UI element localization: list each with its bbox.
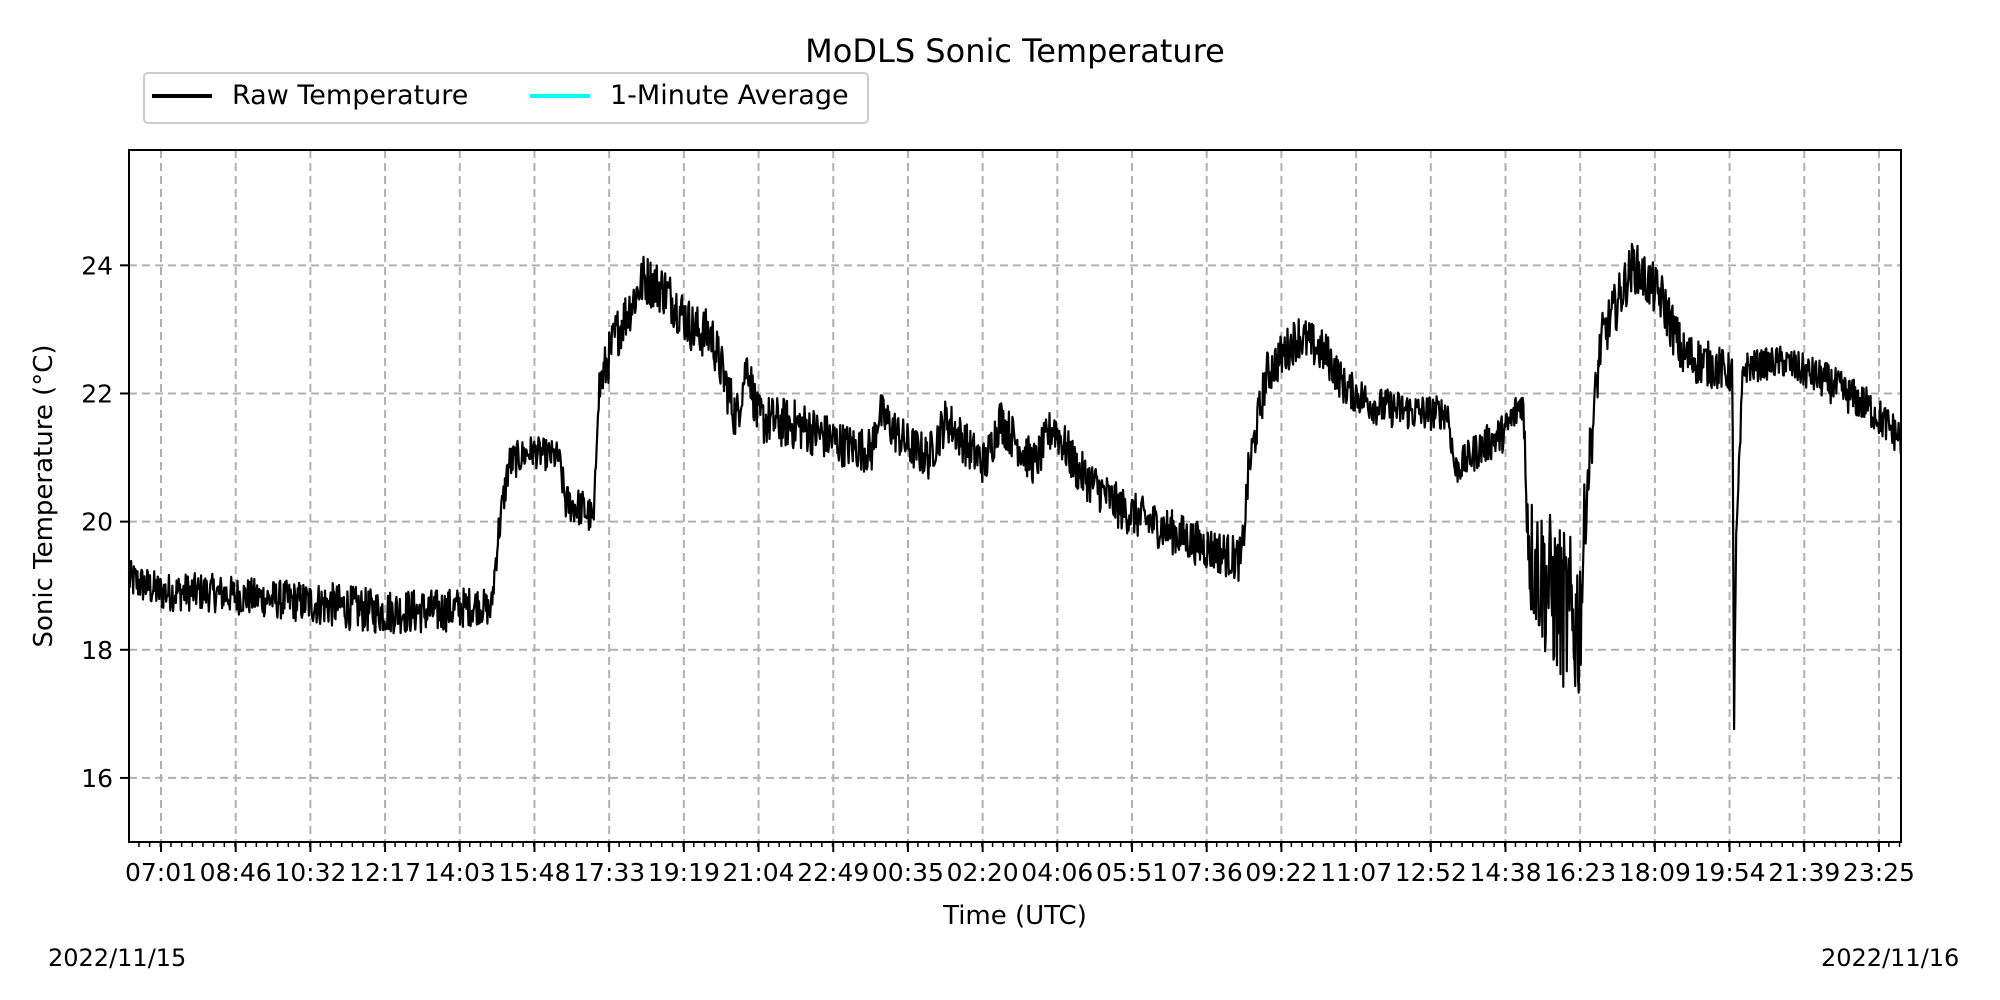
x-tick-label: 14:03 <box>424 858 496 887</box>
y-axis-label: Sonic Temperature (°C) <box>29 344 59 647</box>
y-tick-label: 24 <box>81 251 113 280</box>
x-tick-label: 00:35 <box>872 858 944 887</box>
x-tick-label: 04:06 <box>1021 858 1093 887</box>
x-tick-label: 14:38 <box>1469 858 1541 887</box>
x-tick-label: 11:07 <box>1320 858 1392 887</box>
y-tick-label: 16 <box>81 764 113 793</box>
x-tick-label: 05:51 <box>1096 858 1168 887</box>
legend-raw-label: Raw Temperature <box>232 80 468 111</box>
x-tick-label: 19:54 <box>1694 858 1766 887</box>
y-tick-label: 20 <box>81 508 113 537</box>
grid <box>129 150 1901 842</box>
x-tick-label: 16:23 <box>1544 858 1616 887</box>
x-axis-label: Time (UTC) <box>942 901 1087 931</box>
legend-avg-label: 1-Minute Average <box>610 80 849 111</box>
date-right: 2022/11/16 <box>1821 944 1960 972</box>
x-tick-label: 07:36 <box>1171 858 1243 887</box>
y-tick-label: 22 <box>81 379 113 408</box>
x-tick-label: 19:19 <box>648 858 720 887</box>
y-tick-label: 18 <box>81 636 113 665</box>
data-layer <box>127 242 1902 731</box>
plot-frame <box>128 149 1902 843</box>
x-tick-label: 02:20 <box>947 858 1019 887</box>
x-tick-label: 10:32 <box>274 858 346 887</box>
y-axis: 16 18 20 22 24 <box>81 251 129 793</box>
x-tick-label: 22:49 <box>797 858 869 887</box>
x-tick-label: 12:52 <box>1395 858 1467 887</box>
legend-box <box>143 72 869 124</box>
x-tick-label: 18:09 <box>1619 858 1691 887</box>
x-tick-label: 08:46 <box>200 858 272 887</box>
x-tick-label: 21:39 <box>1768 858 1840 887</box>
x-tick-label: 09:22 <box>1245 858 1317 887</box>
x-tick-label: 07:01 <box>125 858 197 887</box>
x-tick-label: 12:17 <box>349 858 421 887</box>
x-tick-label: 17:33 <box>573 858 645 887</box>
date-left: 2022/11/15 <box>48 944 187 972</box>
series-line-raw-temperature <box>127 242 1902 731</box>
x-tick-label: 21:04 <box>723 858 795 887</box>
x-tick-label: 15:48 <box>498 858 570 887</box>
x-tick-label: 23:25 <box>1843 858 1915 887</box>
chart-title: MoDLS Sonic Temperature <box>805 32 1225 70</box>
legend: Raw Temperature 1-Minute Average <box>143 72 869 124</box>
x-axis: 07:01 08:46 10:32 12:17 14:03 15:48 17:33 19:19… <box>125 842 1915 887</box>
